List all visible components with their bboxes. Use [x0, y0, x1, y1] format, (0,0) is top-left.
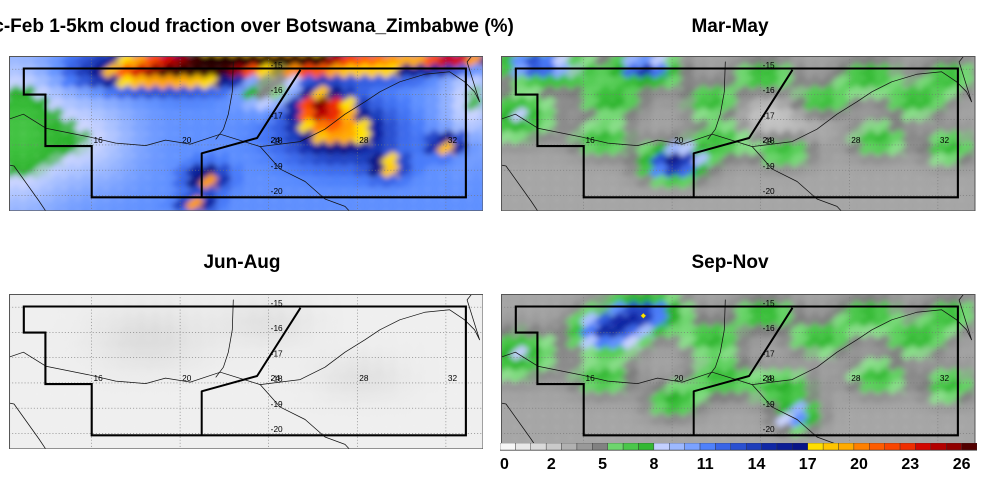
svg-text:-16: -16: [763, 323, 775, 333]
svg-text:-16: -16: [270, 85, 282, 95]
svg-text:20: 20: [850, 456, 868, 472]
svg-text:11: 11: [697, 456, 714, 472]
svg-text:26: 26: [953, 456, 971, 472]
svg-text:32: 32: [447, 373, 457, 383]
svg-text:0: 0: [500, 456, 509, 472]
svg-text:-16: -16: [270, 323, 282, 333]
svg-text:32: 32: [940, 373, 950, 383]
svg-text:14: 14: [748, 456, 766, 472]
svg-text:28: 28: [851, 135, 861, 145]
svg-text:28: 28: [359, 373, 369, 383]
svg-text:5: 5: [598, 456, 607, 472]
svg-text:2: 2: [547, 456, 556, 472]
svg-text:17: 17: [799, 456, 817, 472]
svg-text:8: 8: [649, 456, 658, 472]
svg-text:28: 28: [851, 373, 861, 383]
svg-text:28: 28: [359, 135, 369, 145]
svg-text:-20: -20: [763, 424, 775, 434]
svg-text:32: 32: [940, 135, 950, 145]
svg-text:-16: -16: [763, 85, 775, 95]
svg-text:-20: -20: [270, 186, 282, 196]
svg-text:-20: -20: [270, 424, 282, 434]
svg-text:32: 32: [447, 135, 457, 145]
svg-text:23: 23: [901, 456, 919, 472]
svg-text:-20: -20: [763, 186, 775, 196]
